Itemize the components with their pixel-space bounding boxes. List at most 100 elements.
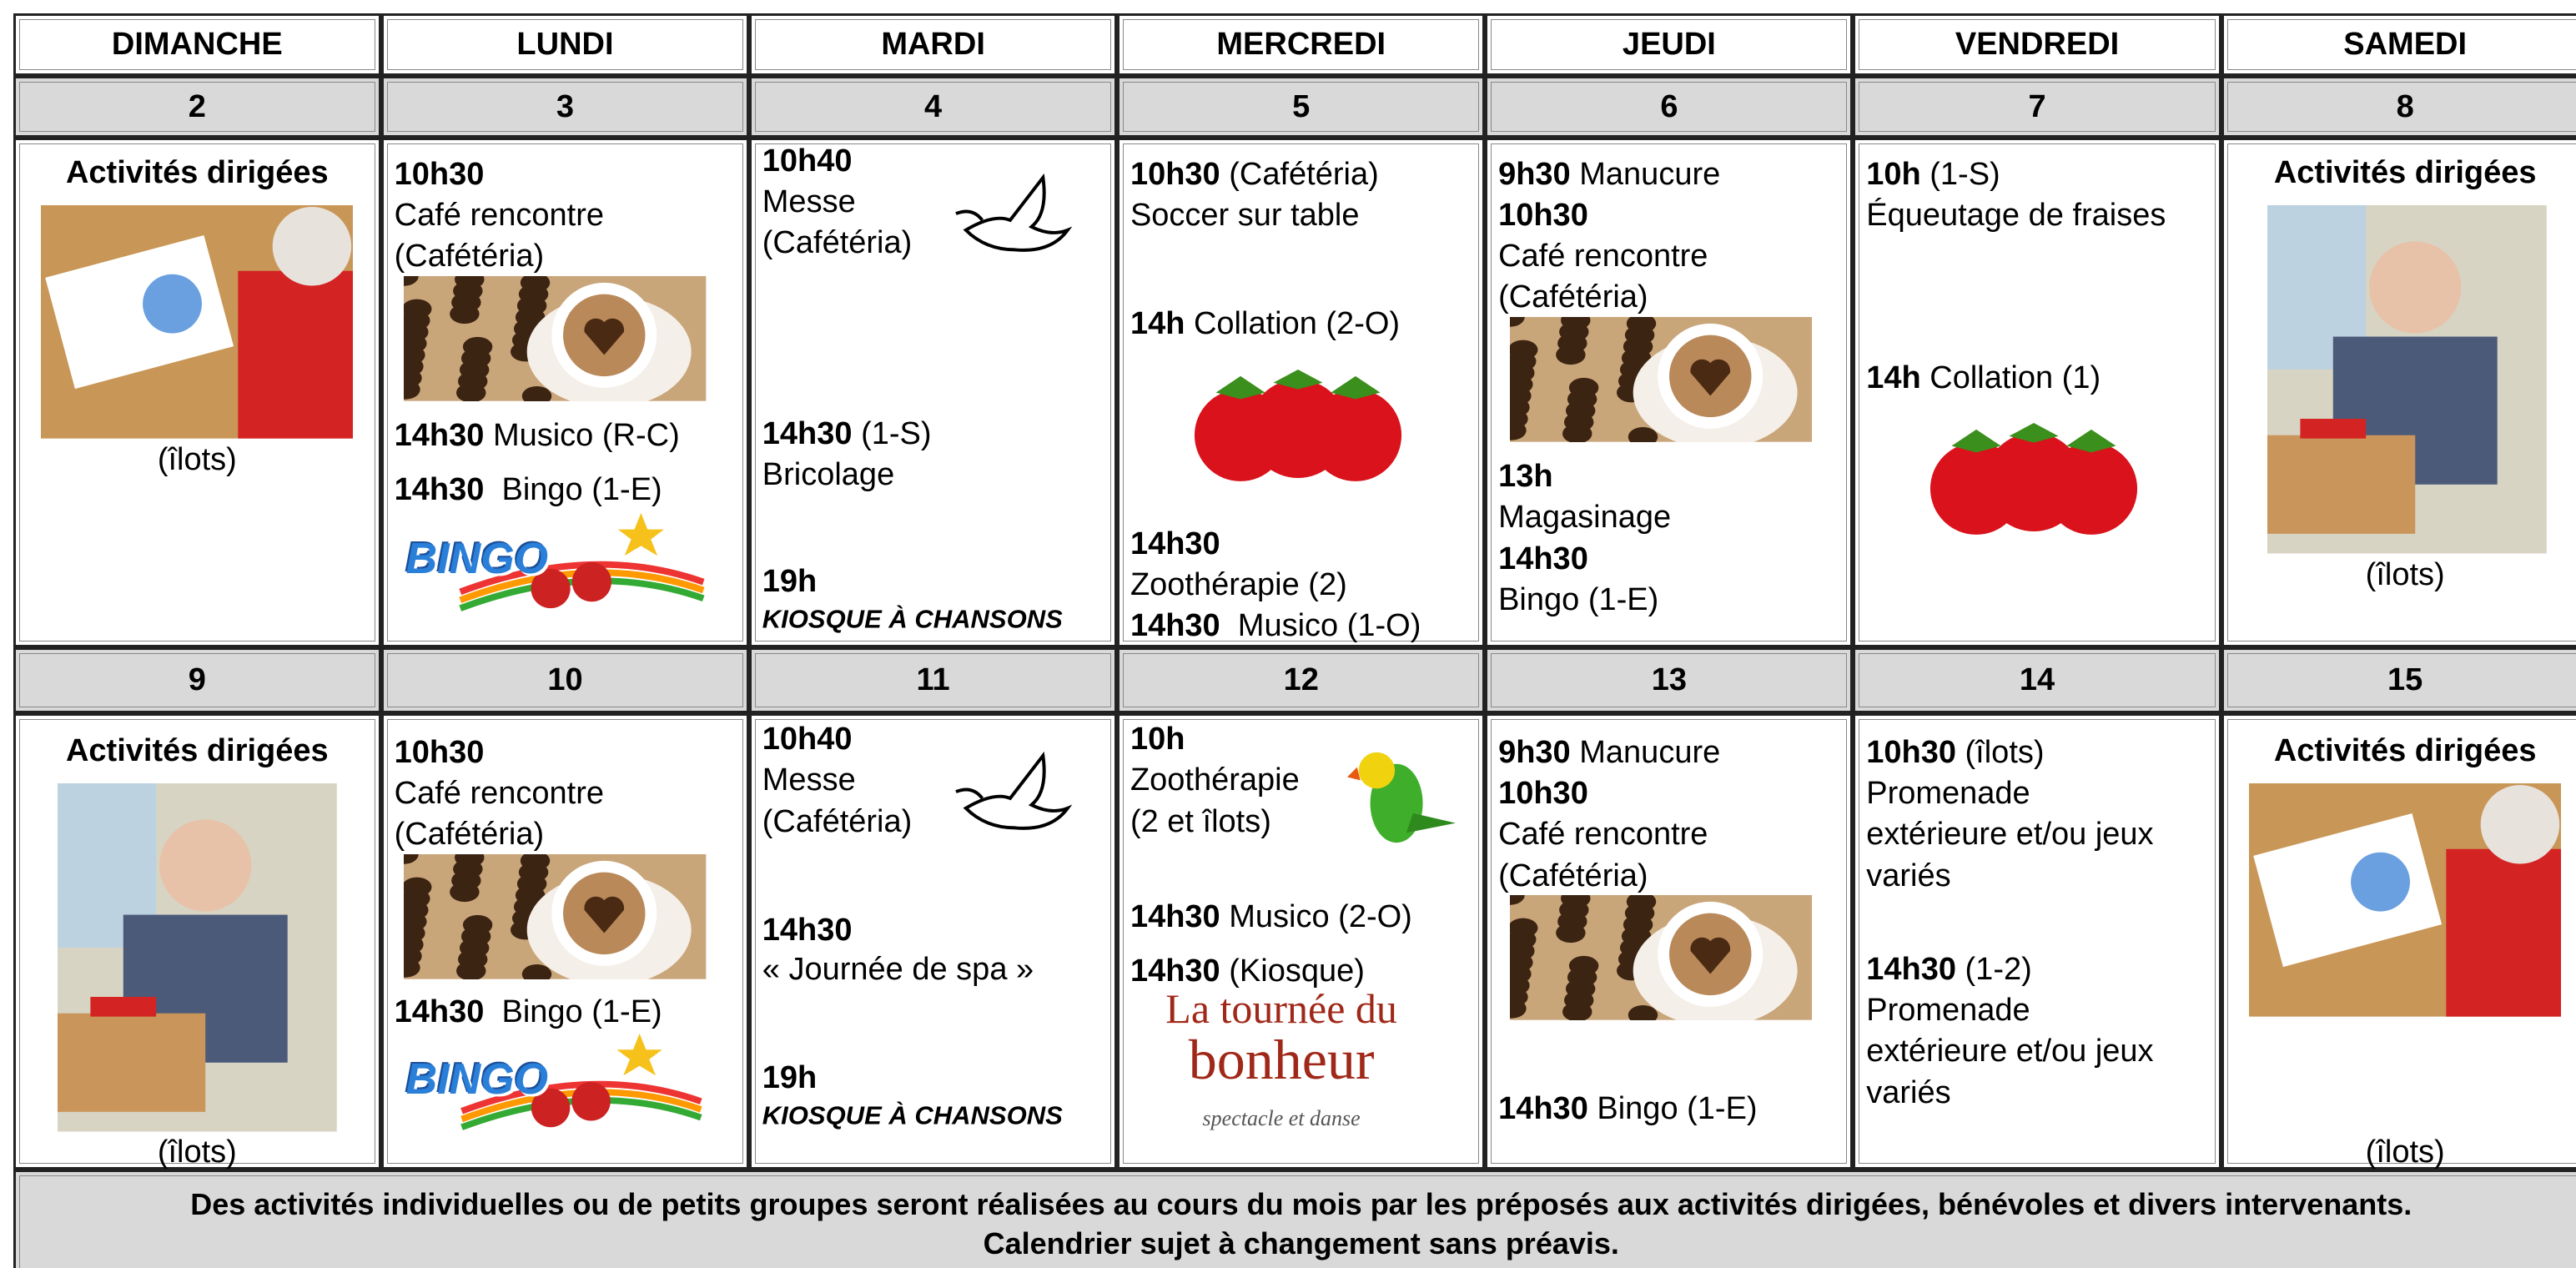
activity-text: Café rencontre: [1498, 817, 1708, 853]
activity-time: 14h30: [1130, 953, 1220, 989]
activity-text: Café rencontre: [394, 197, 605, 233]
activity-line: Bingo (1-E): [1498, 584, 1658, 616]
date-cell: [749, 647, 1118, 713]
activity-line: Café rencontre: [1498, 240, 1708, 272]
activity-time: 19h: [762, 1059, 818, 1095]
dove-image: [953, 742, 1076, 838]
activity-text: Bingo (1-E): [1587, 1091, 1758, 1127]
activity-line: KIOSQUE À CHANSONS: [762, 606, 1063, 632]
activity-line: 14h30 (Kiosque): [1130, 955, 1365, 987]
tournee-image: La tournée du bonheur spectacle et danse: [1117, 984, 1446, 1140]
activity-line: 10h (1-S): [1866, 158, 2000, 190]
date-cell: [380, 647, 750, 713]
date-number: 8: [2396, 89, 2414, 124]
activity-line: 14h30 Musico (2-O): [1130, 901, 1412, 933]
activity-text: Zoothérapie (2): [1130, 567, 1347, 603]
activity-time: 10h40: [762, 143, 853, 179]
activity-time: 10h30: [394, 734, 485, 770]
date-number: 9: [188, 662, 206, 698]
activity-text: (1-2): [1955, 951, 2032, 987]
activity-line: Zoothérapie (2): [1130, 569, 1347, 601]
activity-line: extérieure et/ou jeux: [1866, 1035, 2153, 1067]
date-number: 6: [1660, 89, 1678, 124]
activity-time: 10h30: [394, 156, 485, 192]
activity-line: variés: [1866, 860, 1950, 892]
activity-time: 10h30: [1130, 156, 1220, 192]
activity-line: 10h30: [395, 158, 485, 190]
day-cell: [2221, 712, 2576, 1170]
activity-line: Activités dirigées: [66, 735, 329, 767]
bingo-image: BINGO: [395, 510, 707, 611]
date-number: 15: [2387, 662, 2423, 698]
date-cell: [1485, 75, 1854, 138]
date-cell: [13, 647, 381, 713]
activity-text: Musico (R-C): [484, 417, 680, 453]
activity-line: variés: [1866, 1077, 1950, 1109]
activity-text: Bingo (1-E): [484, 994, 662, 1030]
activity-line: (îlots): [2366, 559, 2445, 591]
activity-text: Collation (1): [1920, 360, 2101, 395]
day-cell: [749, 712, 1118, 1170]
woman-image: [41, 205, 354, 439]
activity-text: Activités dirigées: [2273, 733, 2537, 768]
date-number: 11: [916, 662, 950, 698]
activity-line: (Cafétéria): [1498, 860, 1648, 892]
activity-time: 14h30: [762, 912, 853, 948]
activity-text: Café rencontre: [1498, 239, 1708, 274]
activity-text: (Cafétéria): [394, 817, 545, 853]
date-number: 10: [547, 662, 583, 698]
activity-line: (îlots): [2366, 1136, 2445, 1168]
activity-line: (Cafétéria): [395, 818, 545, 850]
activity-text: Zoothérapie: [1130, 762, 1300, 798]
date-cell: [13, 75, 381, 138]
activity-text: variés: [1866, 1074, 1951, 1110]
activity-time: 10h40: [762, 722, 853, 757]
day-name: MARDI: [881, 27, 985, 63]
berry-image: [1191, 370, 1405, 488]
coffee-image: [1509, 895, 1813, 1020]
date-cell: [1485, 647, 1854, 713]
date-number: 3: [556, 89, 575, 124]
bingo-logo-text: BINGO: [405, 1054, 549, 1104]
activity-line: 14h30 (1-S): [762, 418, 932, 450]
date-number: 4: [924, 89, 943, 124]
date-cell: [2221, 647, 2576, 713]
day-name: SAMEDI: [2343, 27, 2468, 63]
day-header-cell: [1485, 13, 1854, 76]
activity-line: 19h: [762, 566, 817, 597]
footer-note: Calendrier sujet à changement sans préav…: [983, 1225, 1619, 1260]
activity-text: (îlots): [2365, 1134, 2445, 1170]
man-image: [57, 783, 337, 1132]
dove-image: [953, 164, 1076, 259]
activity-time: 9h30: [1498, 156, 1571, 192]
activity-text: extérieure et/ou jeux: [1866, 817, 2154, 853]
day-header-cell: [13, 13, 381, 76]
date-cell: [1117, 75, 1486, 138]
day-name: LUNDI: [516, 27, 614, 63]
date-cell: [2221, 75, 2576, 138]
activity-text: Activités dirigées: [65, 733, 329, 768]
activity-line: 10h40: [762, 145, 853, 177]
activity-time: 10h30: [1498, 197, 1588, 233]
day-header-cell: [1853, 13, 2221, 76]
activity-text: (îlots): [157, 1134, 237, 1170]
activity-text: (2 et îlots): [1130, 803, 1271, 839]
activity-text: « Journée de spa »: [762, 951, 1034, 987]
tournee-text: spectacle et danse: [1202, 1106, 1361, 1131]
date-cell: [380, 75, 750, 138]
activity-line: 10h30 (Cafétéria): [1130, 158, 1379, 190]
activity-line: Équeutage de fraises: [1866, 199, 2166, 231]
activity-line: 9h30 Manucure: [1498, 737, 1720, 768]
coffee-image: [404, 854, 707, 979]
coffee-image: [1509, 317, 1813, 442]
day-header-cell: [2221, 13, 2576, 76]
activity-time: 14h30: [394, 471, 485, 507]
activity-time: 10h: [1130, 722, 1185, 757]
activity-line: Café rencontre: [1498, 818, 1708, 850]
activity-line: 10h40: [762, 723, 853, 755]
activity-line: (Cafétéria): [1498, 281, 1648, 313]
day-header-cell: [380, 13, 750, 76]
activity-line: Promenade: [1866, 777, 2030, 809]
activity-line: 14h Collation (2-O): [1130, 308, 1400, 340]
day-header-cell: [1117, 13, 1486, 76]
